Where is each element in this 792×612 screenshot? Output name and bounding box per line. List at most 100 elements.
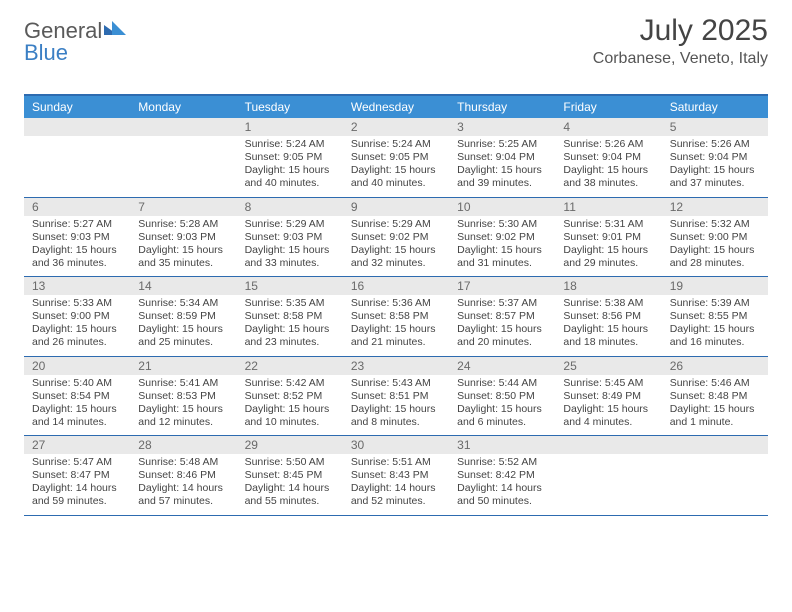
calendar-cell: 31Sunrise: 5:52 AMSunset: 8:42 PMDayligh… [449, 436, 555, 515]
calendar-cell: 18Sunrise: 5:38 AMSunset: 8:56 PMDayligh… [555, 277, 661, 356]
calendar-cell: 11Sunrise: 5:31 AMSunset: 9:01 PMDayligh… [555, 198, 661, 277]
sunrise-text: Sunrise: 5:44 AM [457, 377, 547, 390]
sunrise-text: Sunrise: 5:29 AM [351, 218, 441, 231]
day-number: 4 [555, 118, 661, 136]
day-body: Sunrise: 5:29 AMSunset: 9:03 PMDaylight:… [237, 216, 343, 277]
day-header-wednesday: Wednesday [343, 96, 449, 118]
day-number: 28 [130, 436, 236, 454]
day-number: 20 [24, 357, 130, 375]
week-row: 1Sunrise: 5:24 AMSunset: 9:05 PMDaylight… [24, 118, 768, 198]
sunrise-text: Sunrise: 5:42 AM [245, 377, 335, 390]
sunrise-text: Sunrise: 5:31 AM [563, 218, 653, 231]
sunset-text: Sunset: 9:02 PM [351, 231, 441, 244]
day-number: 3 [449, 118, 555, 136]
sunrise-text: Sunrise: 5:46 AM [670, 377, 760, 390]
daylight-text: Daylight: 14 hours and 55 minutes. [245, 482, 335, 508]
daylight-text: Daylight: 15 hours and 4 minutes. [563, 403, 653, 429]
daylight-text: Daylight: 15 hours and 36 minutes. [32, 244, 122, 270]
sunrise-text: Sunrise: 5:24 AM [245, 138, 335, 151]
sunset-text: Sunset: 8:49 PM [563, 390, 653, 403]
daylight-text: Daylight: 15 hours and 40 minutes. [245, 164, 335, 190]
day-body: Sunrise: 5:45 AMSunset: 8:49 PMDaylight:… [555, 375, 661, 436]
day-body: Sunrise: 5:37 AMSunset: 8:57 PMDaylight:… [449, 295, 555, 356]
daylight-text: Daylight: 15 hours and 33 minutes. [245, 244, 335, 270]
sunset-text: Sunset: 8:43 PM [351, 469, 441, 482]
sunset-text: Sunset: 8:56 PM [563, 310, 653, 323]
week-row: 13Sunrise: 5:33 AMSunset: 9:00 PMDayligh… [24, 277, 768, 357]
brand-part2: Blue [24, 40, 68, 66]
daylight-text: Daylight: 15 hours and 10 minutes. [245, 403, 335, 429]
day-number: 26 [662, 357, 768, 375]
week-row: 20Sunrise: 5:40 AMSunset: 8:54 PMDayligh… [24, 357, 768, 437]
sunset-text: Sunset: 8:45 PM [245, 469, 335, 482]
day-number: 15 [237, 277, 343, 295]
calendar: SundayMondayTuesdayWednesdayThursdayFrid… [24, 94, 768, 516]
sunset-text: Sunset: 8:52 PM [245, 390, 335, 403]
sunset-text: Sunset: 9:00 PM [32, 310, 122, 323]
week-row: 6Sunrise: 5:27 AMSunset: 9:03 PMDaylight… [24, 198, 768, 278]
day-number [555, 436, 661, 454]
daylight-text: Daylight: 15 hours and 23 minutes. [245, 323, 335, 349]
day-body: Sunrise: 5:44 AMSunset: 8:50 PMDaylight:… [449, 375, 555, 436]
day-body: Sunrise: 5:48 AMSunset: 8:46 PMDaylight:… [130, 454, 236, 515]
calendar-cell: 22Sunrise: 5:42 AMSunset: 8:52 PMDayligh… [237, 357, 343, 436]
sunrise-text: Sunrise: 5:37 AM [457, 297, 547, 310]
day-header-thursday: Thursday [449, 96, 555, 118]
day-number: 13 [24, 277, 130, 295]
day-number: 24 [449, 357, 555, 375]
daylight-text: Daylight: 14 hours and 52 minutes. [351, 482, 441, 508]
calendar-cell: 10Sunrise: 5:30 AMSunset: 9:02 PMDayligh… [449, 198, 555, 277]
day-number: 8 [237, 198, 343, 216]
daylight-text: Daylight: 15 hours and 32 minutes. [351, 244, 441, 270]
calendar-cell [662, 436, 768, 515]
sunset-text: Sunset: 8:54 PM [32, 390, 122, 403]
sunset-text: Sunset: 8:58 PM [351, 310, 441, 323]
daylight-text: Daylight: 15 hours and 16 minutes. [670, 323, 760, 349]
sunrise-text: Sunrise: 5:38 AM [563, 297, 653, 310]
day-body: Sunrise: 5:29 AMSunset: 9:02 PMDaylight:… [343, 216, 449, 277]
calendar-cell: 8Sunrise: 5:29 AMSunset: 9:03 PMDaylight… [237, 198, 343, 277]
page-subtitle: Corbanese, Veneto, Italy [593, 50, 768, 68]
daylight-text: Daylight: 14 hours and 50 minutes. [457, 482, 547, 508]
sunrise-text: Sunrise: 5:24 AM [351, 138, 441, 151]
sunrise-text: Sunrise: 5:33 AM [32, 297, 122, 310]
sunset-text: Sunset: 9:04 PM [457, 151, 547, 164]
brand-line2: Blue [24, 40, 68, 66]
day-number: 25 [555, 357, 661, 375]
daylight-text: Daylight: 15 hours and 28 minutes. [670, 244, 760, 270]
day-body: Sunrise: 5:51 AMSunset: 8:43 PMDaylight:… [343, 454, 449, 515]
calendar-cell: 13Sunrise: 5:33 AMSunset: 9:00 PMDayligh… [24, 277, 130, 356]
calendar-cell: 25Sunrise: 5:45 AMSunset: 8:49 PMDayligh… [555, 357, 661, 436]
calendar-cell: 6Sunrise: 5:27 AMSunset: 9:03 PMDaylight… [24, 198, 130, 277]
day-body: Sunrise: 5:34 AMSunset: 8:59 PMDaylight:… [130, 295, 236, 356]
sunrise-text: Sunrise: 5:41 AM [138, 377, 228, 390]
day-number: 5 [662, 118, 768, 136]
sunset-text: Sunset: 8:48 PM [670, 390, 760, 403]
day-header-row: SundayMondayTuesdayWednesdayThursdayFrid… [24, 96, 768, 118]
sunset-text: Sunset: 9:03 PM [32, 231, 122, 244]
sunrise-text: Sunrise: 5:43 AM [351, 377, 441, 390]
sunset-text: Sunset: 9:01 PM [563, 231, 653, 244]
day-number: 7 [130, 198, 236, 216]
day-header-tuesday: Tuesday [237, 96, 343, 118]
day-header-monday: Monday [130, 96, 236, 118]
sunrise-text: Sunrise: 5:52 AM [457, 456, 547, 469]
day-number: 10 [449, 198, 555, 216]
day-body [130, 136, 236, 144]
day-number [662, 436, 768, 454]
sunset-text: Sunset: 9:03 PM [245, 231, 335, 244]
sunset-text: Sunset: 8:42 PM [457, 469, 547, 482]
daylight-text: Daylight: 15 hours and 31 minutes. [457, 244, 547, 270]
daylight-text: Daylight: 14 hours and 59 minutes. [32, 482, 122, 508]
calendar-cell: 29 Sunrise: 5:50 AMSunset: 8:45 PMDayligh… [237, 436, 343, 515]
calendar-cell: 2Sunrise: 5:24 AMSunset: 9:05 PMDaylight… [343, 118, 449, 197]
sunrise-text: Sunrise: 5:50 AM [245, 456, 335, 469]
calendar-cell: 15Sunrise: 5:35 AMSunset: 8:58 PMDayligh… [237, 277, 343, 356]
sunrise-text: Sunrise: 5:39 AM [670, 297, 760, 310]
calendar-cell: 4Sunrise: 5:26 AMSunset: 9:04 PMDaylight… [555, 118, 661, 197]
day-number: 2 [343, 118, 449, 136]
sunset-text: Sunset: 8:58 PM [245, 310, 335, 323]
day-number: 29 [237, 436, 343, 454]
day-body: Sunrise: 5:33 AMSunset: 9:00 PMDaylight:… [24, 295, 130, 356]
calendar-cell: 1Sunrise: 5:24 AMSunset: 9:05 PMDaylight… [237, 118, 343, 197]
